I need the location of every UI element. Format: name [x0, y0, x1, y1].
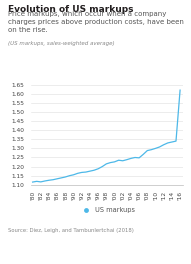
Text: INTERNATIONAL MONETARY FUND: INTERNATIONAL MONETARY FUND: [16, 249, 175, 258]
Text: Price markups, which occur when a company
charges prices above production costs,: Price markups, which occur when a compan…: [8, 11, 184, 32]
Text: Evolution of US markups: Evolution of US markups: [8, 5, 133, 14]
Text: (US markups, sales-weighted average): (US markups, sales-weighted average): [8, 41, 114, 46]
Text: Source: Diez, Leigh, and Tambunlertchai (2018): Source: Diez, Leigh, and Tambunlertchai …: [8, 228, 134, 233]
Legend: US markups: US markups: [79, 207, 135, 213]
